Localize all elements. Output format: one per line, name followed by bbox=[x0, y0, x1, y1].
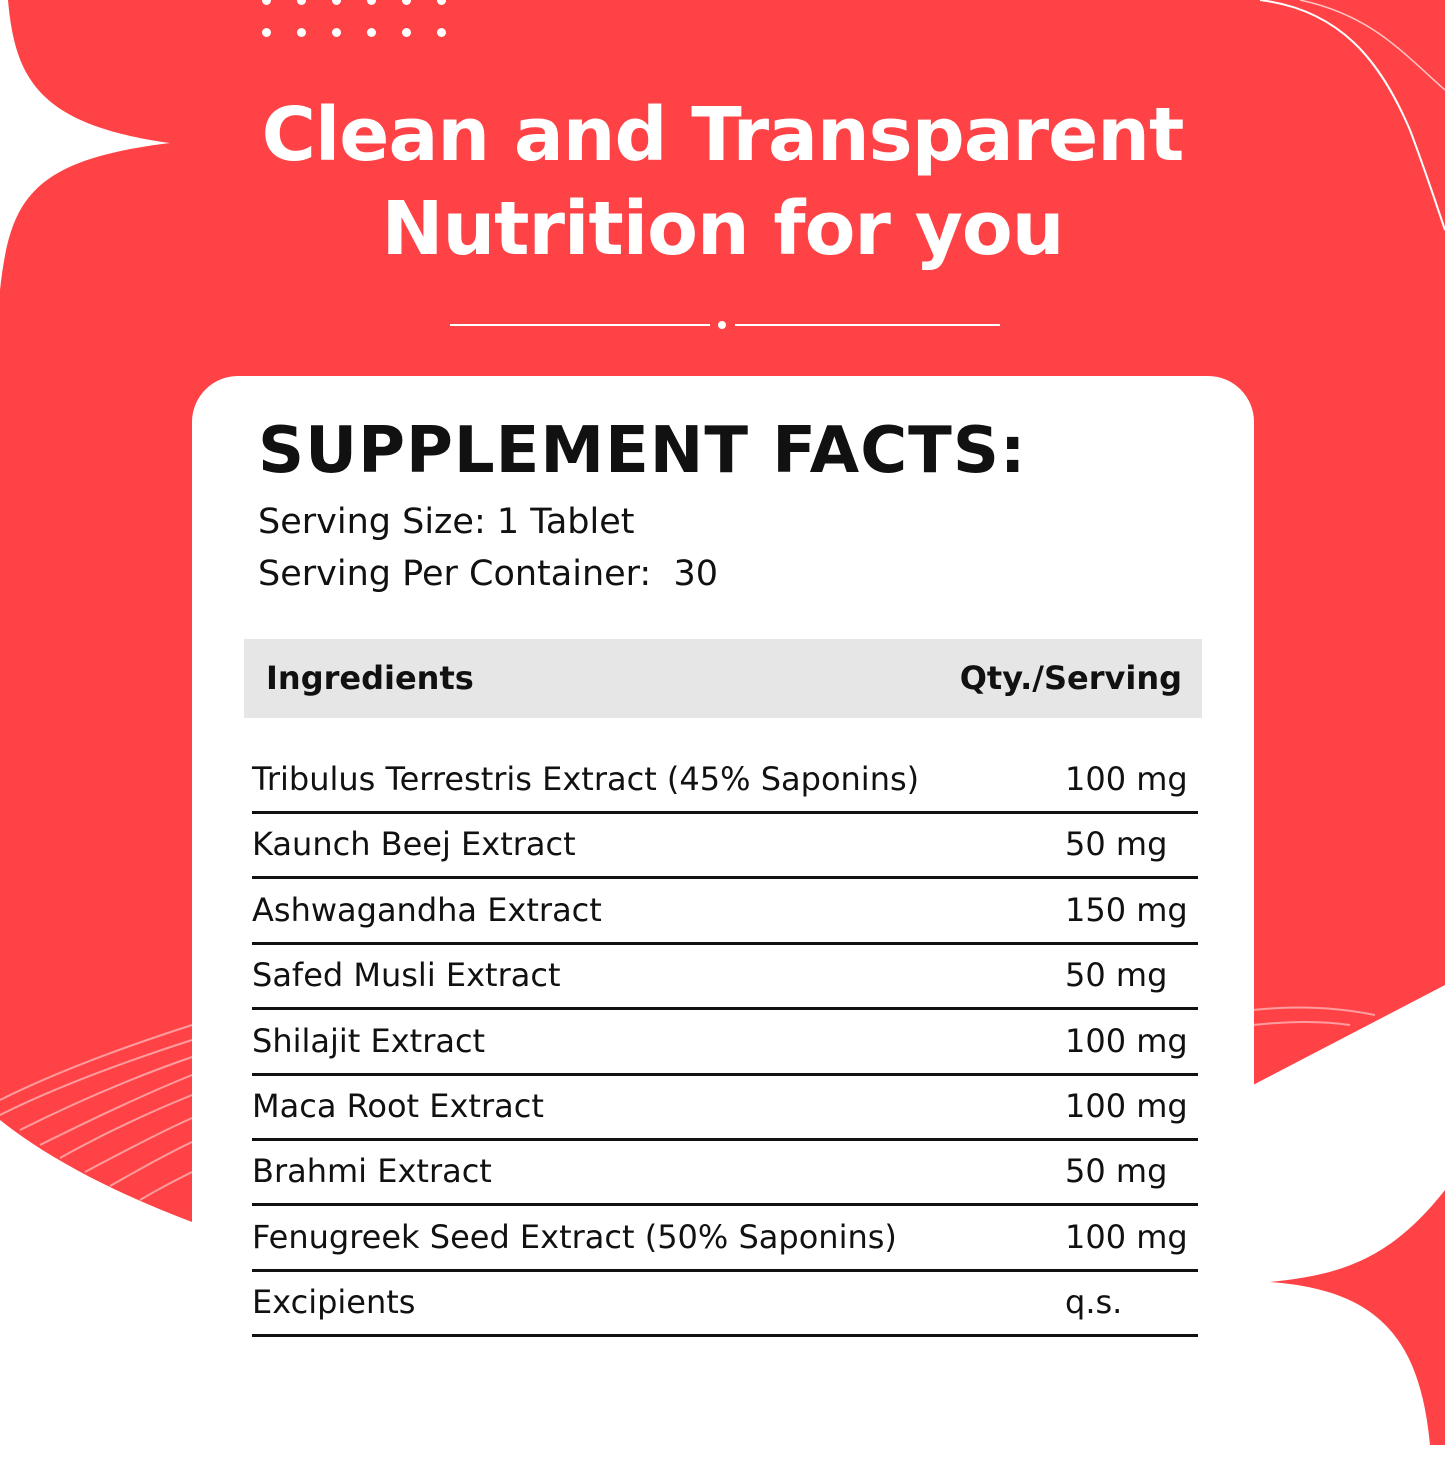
headline-line-2: Nutrition for you bbox=[381, 186, 1065, 272]
ingredient-name: Excipients bbox=[252, 1283, 416, 1322]
divider-dot bbox=[718, 321, 726, 329]
table-row: Excipients q.s. bbox=[252, 1269, 1198, 1338]
ingredient-qty: 100 mg bbox=[1065, 760, 1188, 798]
column-ingredients: Ingredients bbox=[266, 659, 474, 697]
ingredient-qty: 50 mg bbox=[1065, 825, 1168, 864]
table-row: Fenugreek Seed Extract (50% Saponins) 100… bbox=[252, 1204, 1198, 1272]
column-qty: Qty./Serving bbox=[959, 659, 1182, 697]
table-row: Ashwagandha Extract 150 mg bbox=[252, 877, 1198, 945]
table-row: Brahmi Extract 50 mg bbox=[252, 1138, 1198, 1207]
ingredient-name: Kaunch Beej Extract bbox=[252, 825, 576, 864]
table-row: Shilajit Extract 100 mg bbox=[252, 1008, 1198, 1076]
ingredient-qty: 100 mg bbox=[1065, 1217, 1188, 1256]
supplement-facts-card: SUPPLEMENT FACTS: Serving Size: 1 Tablet… bbox=[192, 376, 1254, 1476]
divider-left bbox=[450, 324, 710, 326]
ingredient-name: Tribulus Terrestris Extract (45% Saponin… bbox=[252, 760, 920, 798]
table-row: Kaunch Beej Extract 50 mg bbox=[252, 811, 1198, 880]
divider-right bbox=[735, 324, 1000, 326]
headline: Clean and Transparent Nutrition for you bbox=[0, 88, 1445, 276]
ingredient-name: Ashwagandha Extract bbox=[252, 890, 602, 929]
ingredient-name: Brahmi Extract bbox=[252, 1152, 492, 1191]
ingredient-qty: 150 mg bbox=[1065, 890, 1188, 929]
headline-line-1: Clean and Transparent bbox=[261, 92, 1185, 178]
ingredient-name: Fenugreek Seed Extract (50% Saponins) bbox=[252, 1217, 897, 1256]
table-row: Maca Root Extract 100 mg bbox=[252, 1073, 1198, 1141]
stripe-lines bbox=[0, 1006, 1376, 1201]
serving-size: Serving Size: 1 Tablet bbox=[258, 502, 635, 542]
ingredient-qty: 50 mg bbox=[1065, 1152, 1168, 1191]
ingredient-qty: 100 mg bbox=[1065, 1021, 1188, 1060]
decorative-dots bbox=[262, 0, 452, 42]
red-spike-shape bbox=[1270, 1190, 1445, 1445]
ingredient-name: Safed Musli Extract bbox=[252, 956, 561, 995]
facts-title: SUPPLEMENT FACTS: bbox=[258, 414, 1027, 488]
ingredient-qty: 100 mg bbox=[1065, 1087, 1188, 1125]
ingredient-qty: q.s. bbox=[1065, 1283, 1123, 1322]
ingredient-name: Maca Root Extract bbox=[252, 1087, 544, 1125]
top-right-curve-line bbox=[1259, 0, 1445, 231]
table-row: Safed Musli Extract 50 mg bbox=[252, 942, 1198, 1011]
table-header: Ingredients Qty./Serving bbox=[244, 639, 1202, 718]
ingredient-name: Shilajit Extract bbox=[252, 1021, 486, 1060]
ingredient-qty: 50 mg bbox=[1065, 956, 1168, 995]
table-row: Tribulus Terrestris Extract (45% Saponin… bbox=[252, 746, 1198, 814]
serving-per-container: Serving Per Container: 30 bbox=[258, 554, 719, 594]
